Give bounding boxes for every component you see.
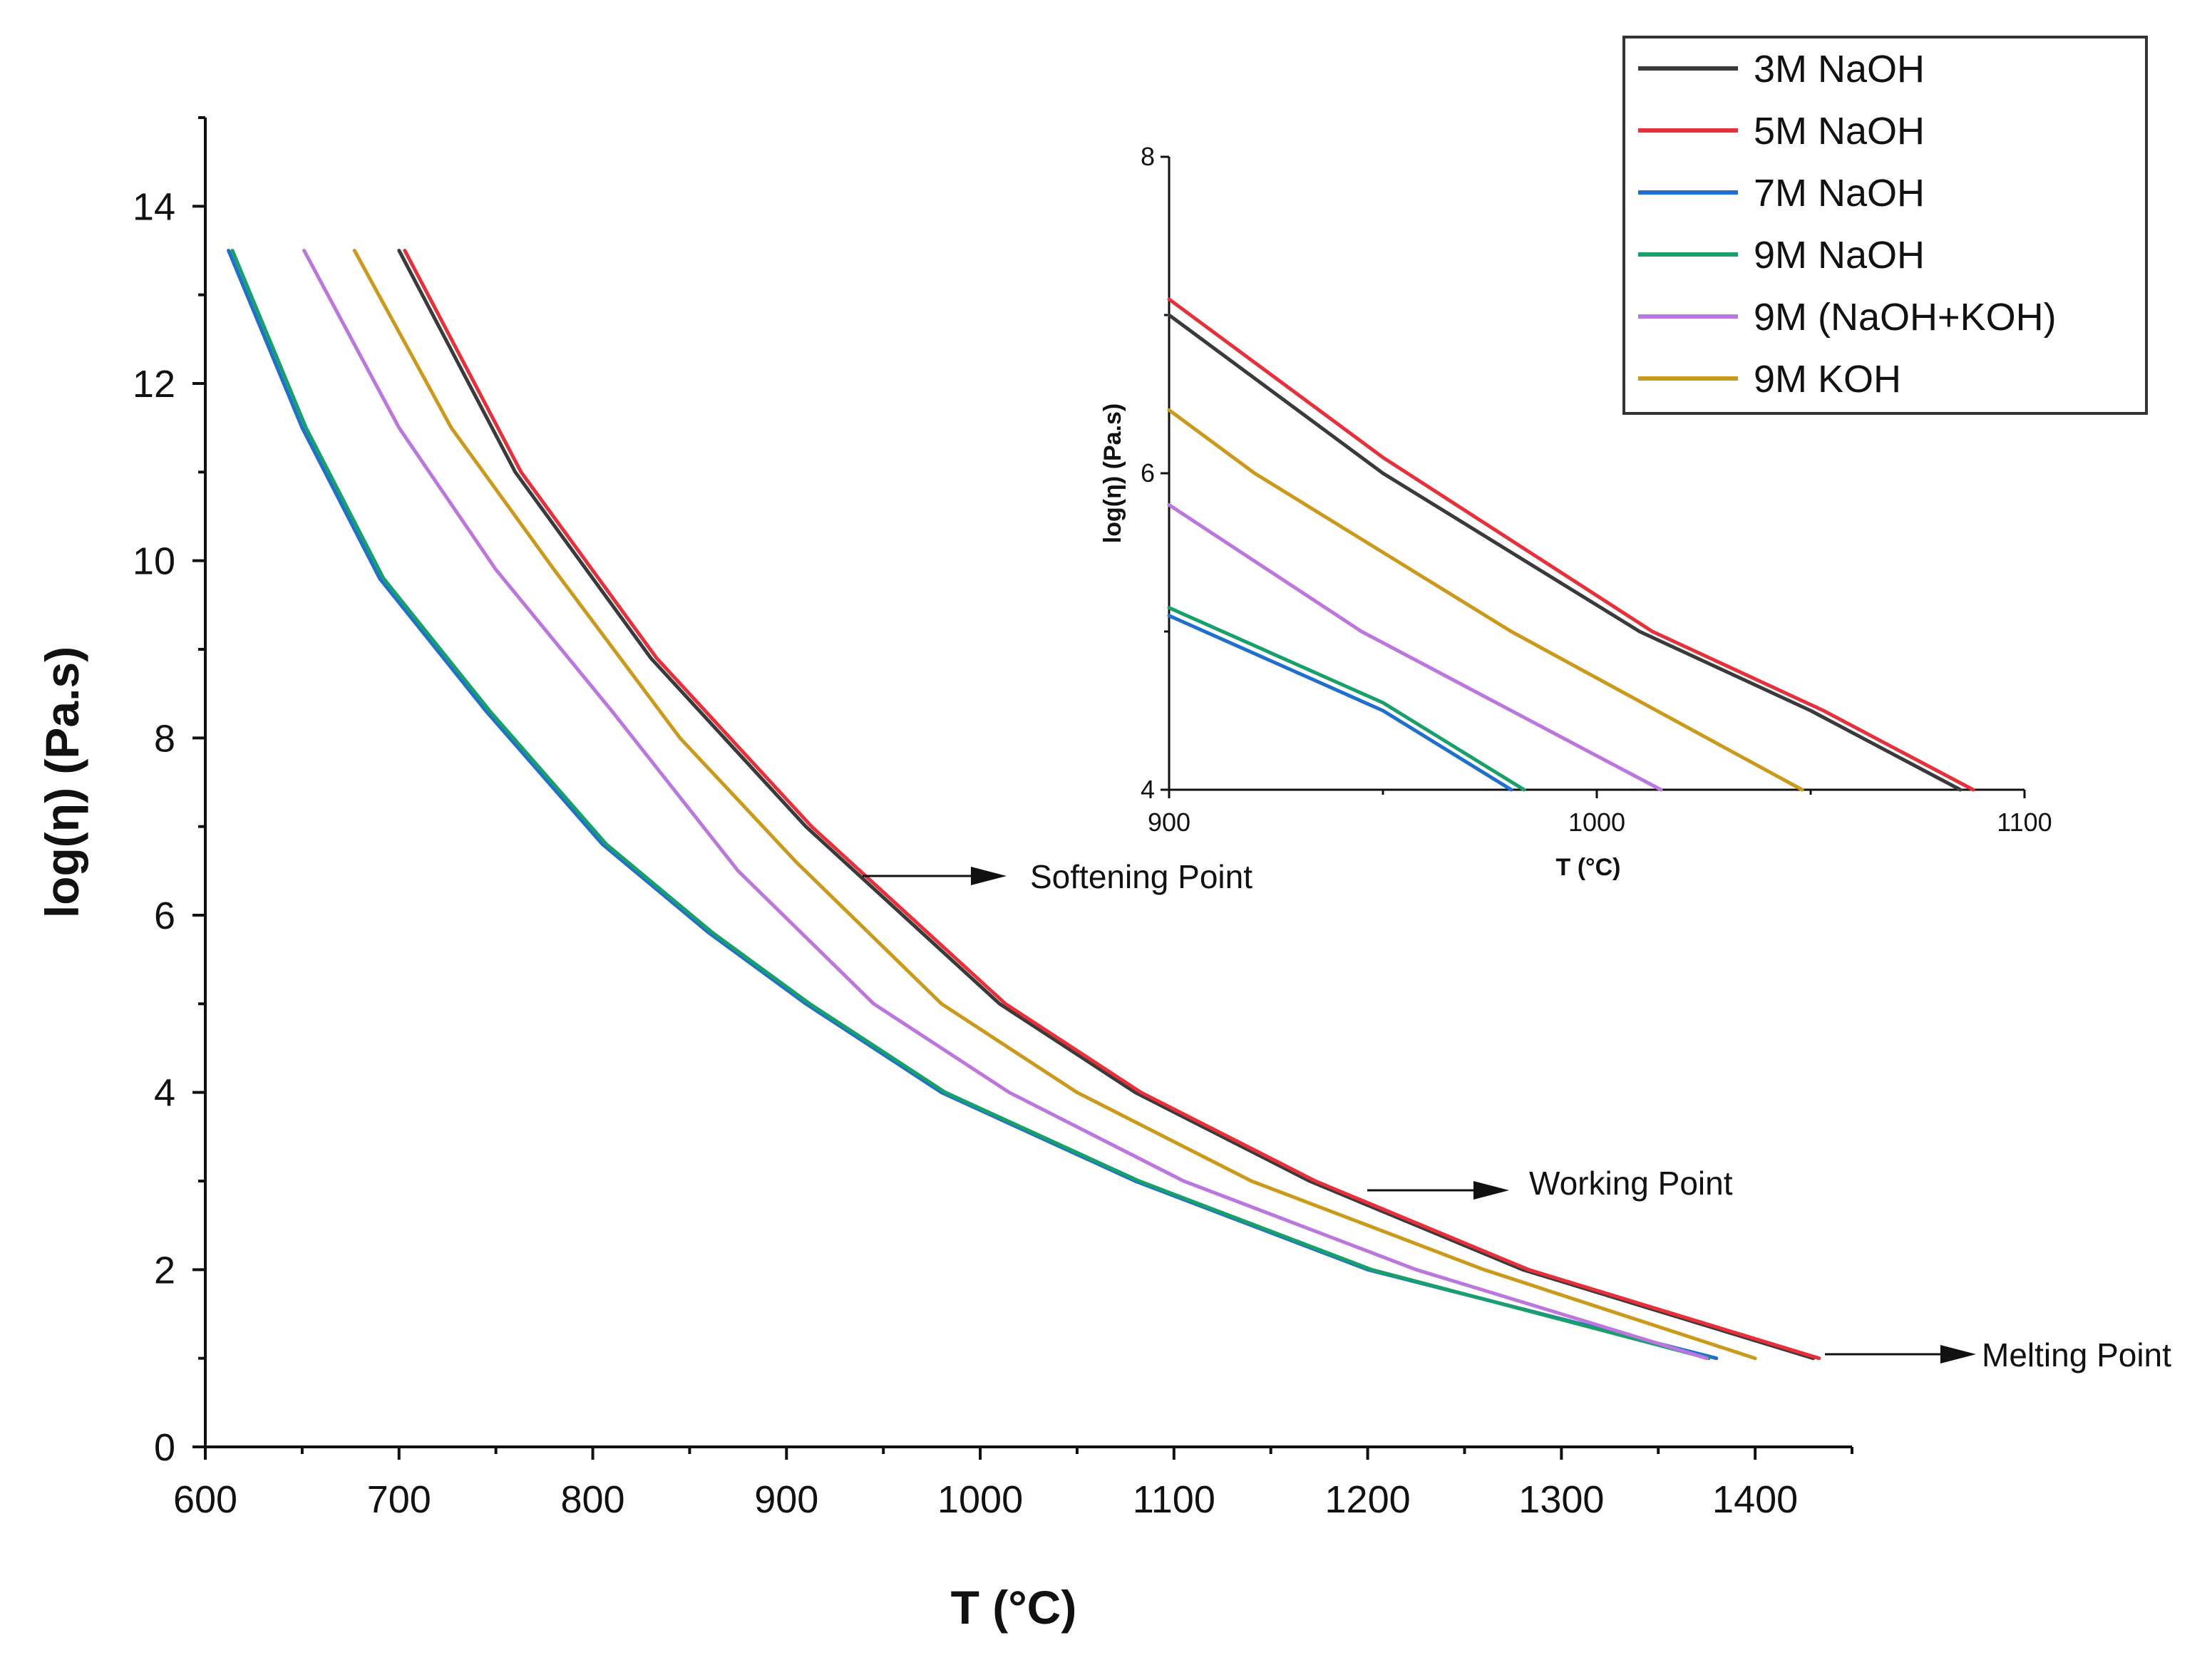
inset-series-line-5m-naoh	[1167, 297, 1975, 792]
legend: 3M NaOH 5M NaOH 7M NaOH 9M NaOH 9M (NaOH+KOH…	[1622, 36, 2148, 415]
legend-label-5m-naoh: 5M NaOH	[1754, 110, 1925, 153]
y-axis-label: log(η) (Pa.s)	[36, 646, 88, 918]
legend-label-3m-naoh: 3M NaOH	[1754, 48, 1925, 91]
inset-series-line-9m-koh	[1167, 408, 1804, 792]
y-tick-label: 4	[154, 1072, 175, 1115]
annotation-arrowhead	[971, 867, 1007, 885]
inset-plot: 900 1000 1100 4 6 8 T (°C) log(η) (Pa.s)	[1099, 142, 2052, 881]
legend-frame	[1622, 36, 2148, 415]
annotation-softening-point: Softening Point	[863, 858, 1252, 895]
y-tick-label: 6	[154, 895, 175, 937]
series-line-9m-naoh-koh	[302, 249, 1709, 1361]
annotation-label: Working Point	[1529, 1165, 1733, 1202]
x-tick-label: 800	[560, 1478, 624, 1521]
x-tick-label: 1400	[1712, 1478, 1798, 1521]
series-line-9m-koh	[352, 249, 1757, 1361]
x-tick-label: 1100	[1133, 1478, 1215, 1521]
inset-series-line-7m-naoh	[1167, 614, 1513, 792]
inset-y-axis-label: log(η) (Pa.s)	[1099, 403, 1126, 543]
x-tick-label: 900	[754, 1478, 818, 1521]
inset-series-line-9m-naoh	[1167, 606, 1526, 792]
inset-x-tick-label: 1000	[1568, 808, 1625, 837]
inset-x-tick-label: 900	[1148, 808, 1190, 837]
annotation-melting-point: Melting Point	[1825, 1336, 2171, 1373]
inset-y-tick-label: 8	[1141, 142, 1155, 171]
legend-label-9m-koh: 9M KOH	[1754, 358, 1901, 401]
y-tick-label: 8	[154, 717, 175, 760]
inset-series-line-9m-naoh-koh	[1167, 502, 1663, 792]
series-line-9m-naoh	[230, 249, 1711, 1361]
x-tick-label: 1000	[937, 1478, 1023, 1521]
annotation-working-point: Working Point	[1367, 1165, 1733, 1202]
x-tick-label: 1200	[1325, 1478, 1411, 1521]
y-tick-label: 0	[154, 1426, 175, 1469]
x-tick-label: 1300	[1518, 1478, 1604, 1521]
inset-y-tick-label: 4	[1141, 775, 1155, 804]
y-tick-label: 12	[133, 363, 175, 406]
legend-label-9m-naoh-koh: 9M (NaOH+KOH)	[1754, 296, 2057, 339]
annotation-label: Softening Point	[1030, 858, 1252, 895]
y-tick-label: 10	[133, 540, 175, 583]
y-tick-label: 2	[154, 1249, 175, 1292]
annotation-arrowhead	[1940, 1345, 1976, 1364]
y-tick-label: 14	[133, 185, 175, 228]
inset-series-line-3m-naoh	[1167, 313, 1962, 792]
legend-entries: 3M NaOH 5M NaOH 7M NaOH 9M NaOH 9M (NaOH+KOH…	[1638, 48, 2057, 401]
main-plot: 600 700 800 900 1000 1100 1200 1300 1400 0 2 4 6 8 10 1…	[36, 116, 1853, 1634]
annotations: Softening Point Working Point Melting Po…	[863, 858, 2171, 1373]
x-tick-label: 600	[173, 1478, 237, 1521]
annotation-arrowhead	[1473, 1181, 1509, 1200]
series-line-5m-naoh	[403, 249, 1821, 1361]
legend-label-9m-naoh: 9M NaOH	[1754, 234, 1925, 277]
inset-x-axis-label: T (°C)	[1555, 854, 1620, 881]
x-axis-label: T (°C)	[951, 1581, 1077, 1634]
inset-y-tick-label: 6	[1141, 458, 1155, 488]
series-line-3m-naoh	[397, 249, 1816, 1361]
annotation-label: Melting Point	[1982, 1336, 2171, 1373]
legend-label-7m-naoh: 7M NaOH	[1754, 172, 1925, 215]
inset-x-tick-label: 1100	[1997, 808, 2052, 837]
x-tick-label: 700	[367, 1478, 431, 1521]
